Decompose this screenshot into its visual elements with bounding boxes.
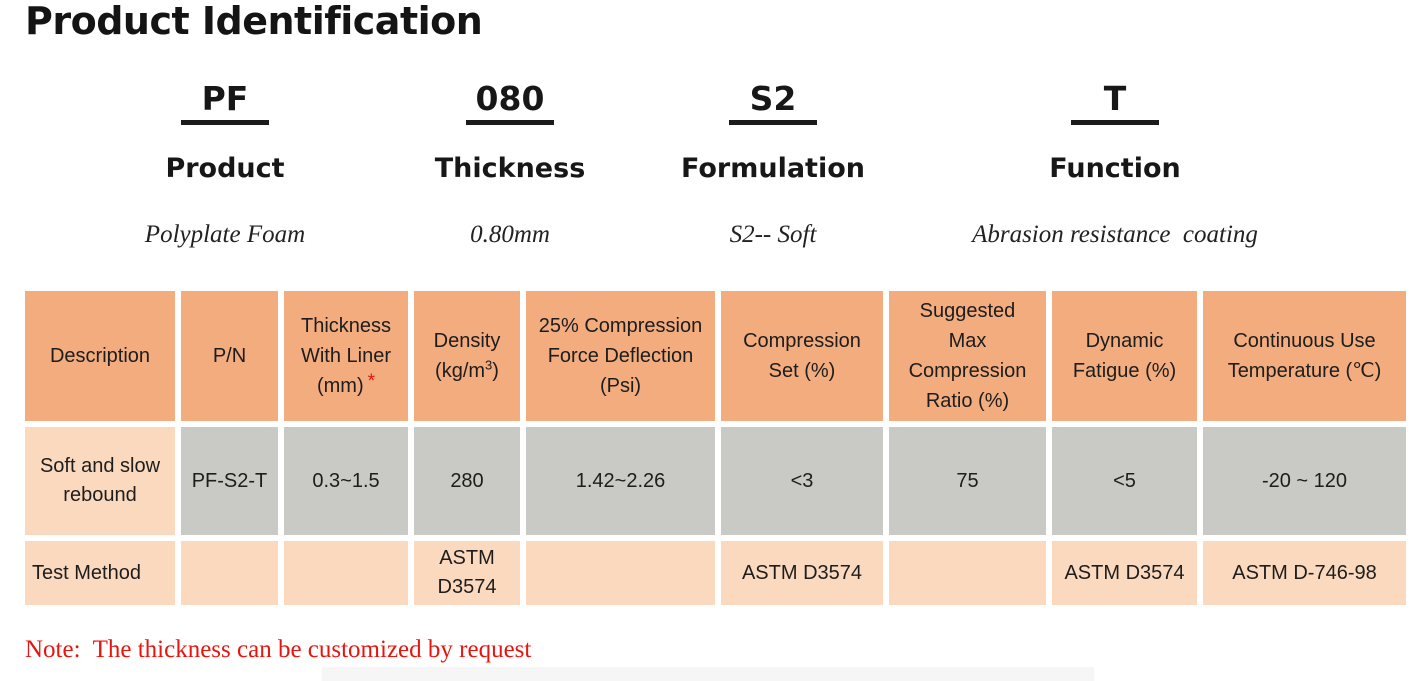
cell-thickness-value: 0.3~1.5 — [284, 427, 408, 535]
cell-cfd-value: 1.42~2.26 — [526, 427, 715, 535]
header-cell-dynamic-fatigue: Dynamic Fatigue (%) — [1052, 291, 1197, 421]
cell-dynamic-fatigue-value: <5 — [1052, 427, 1197, 535]
code-value-t: T — [1103, 79, 1127, 118]
thickness-note: Note: The thickness can be customized by… — [25, 636, 532, 663]
density-label-close: ) — [492, 360, 499, 382]
header-cell-compression-force-deflection: 25% Compression Force Deflection (Psi) — [526, 291, 715, 421]
code-label-thickness: Thickness — [434, 153, 586, 184]
page-title: Product Identification — [25, 0, 483, 43]
cell-test-method-suggested-max — [889, 541, 1046, 605]
row-label-soft-and-slow-rebound: Soft and slow rebound — [25, 427, 175, 535]
header-cell-continuous-use-temperature: Continuous Use Temperature (℃) — [1203, 291, 1406, 421]
density-label: Density (kg/m — [433, 330, 501, 382]
code-value-s2: S2 — [749, 79, 797, 118]
code-label-product: Product — [165, 153, 285, 184]
thickness-liner-label: Thickness With Liner (mm) — [300, 314, 392, 397]
header-cell-compression-set: Compression Set (%) — [721, 291, 883, 421]
cell-density-value: 280 — [414, 427, 520, 535]
cell-test-method-compression-set: ASTM D3574 — [721, 541, 883, 605]
code-value-080: 080 — [475, 79, 545, 118]
code-meaning-function: Abrasion resistance coating — [972, 220, 1258, 248]
cell-test-method-dynamic-fatigue: ASTM D3574 — [1052, 541, 1197, 605]
cell-test-method-density: ASTM D3574 — [414, 541, 520, 605]
row-label-test-method: Test Method — [25, 541, 175, 605]
code-breakdown-formulation: S2 Formulation S2-- Soft — [563, 82, 983, 248]
cell-suggested-max-value: 75 — [889, 427, 1046, 535]
code-breakdown-function: T Function Abrasion resistance coating — [905, 82, 1325, 248]
code-breakdown-thickness: 080 Thickness 0.80mm — [300, 82, 720, 248]
cell-test-method-pn — [181, 541, 278, 605]
cell-continuous-use-value: -20 ~ 120 — [1203, 427, 1406, 535]
cell-pn-value: PF-S2-T — [181, 427, 278, 535]
density-superscript: 3 — [485, 357, 493, 373]
header-cell-suggested-max-compression-ratio: Suggested Max Compression Ratio (%) — [889, 291, 1046, 421]
header-cell-density: Density (kg/m3) — [414, 291, 520, 421]
code-meaning-product: Polyplate Foam — [144, 220, 306, 248]
cell-test-method-cfd — [526, 541, 715, 605]
header-cell-pn: P/N — [181, 291, 278, 421]
code-label-formulation: Formulation — [681, 153, 865, 184]
code-label-function: Function — [1049, 153, 1181, 184]
cell-compression-set-value: <3 — [721, 427, 883, 535]
next-section-edge — [322, 667, 1094, 681]
required-asterisk: * — [367, 370, 376, 392]
code-underline — [729, 120, 817, 125]
cell-test-method-continuous-use: ASTM D-746-98 — [1203, 541, 1406, 605]
header-cell-thickness-with-liner: Thickness With Liner (mm) * — [284, 291, 408, 421]
code-meaning-thickness: 0.80mm — [470, 220, 550, 248]
header-cell-description: Description — [25, 291, 175, 421]
code-value-pf: PF — [201, 79, 249, 118]
code-underline — [1071, 120, 1159, 125]
code-underline — [466, 120, 554, 125]
code-breakdown-product: PF Product Polyplate Foam — [15, 82, 435, 248]
spec-table: Description P/N Thickness With Liner (mm… — [25, 291, 1406, 605]
cell-test-method-thickness — [284, 541, 408, 605]
code-meaning-formulation: S2-- Soft — [729, 220, 817, 248]
code-underline — [181, 120, 269, 125]
